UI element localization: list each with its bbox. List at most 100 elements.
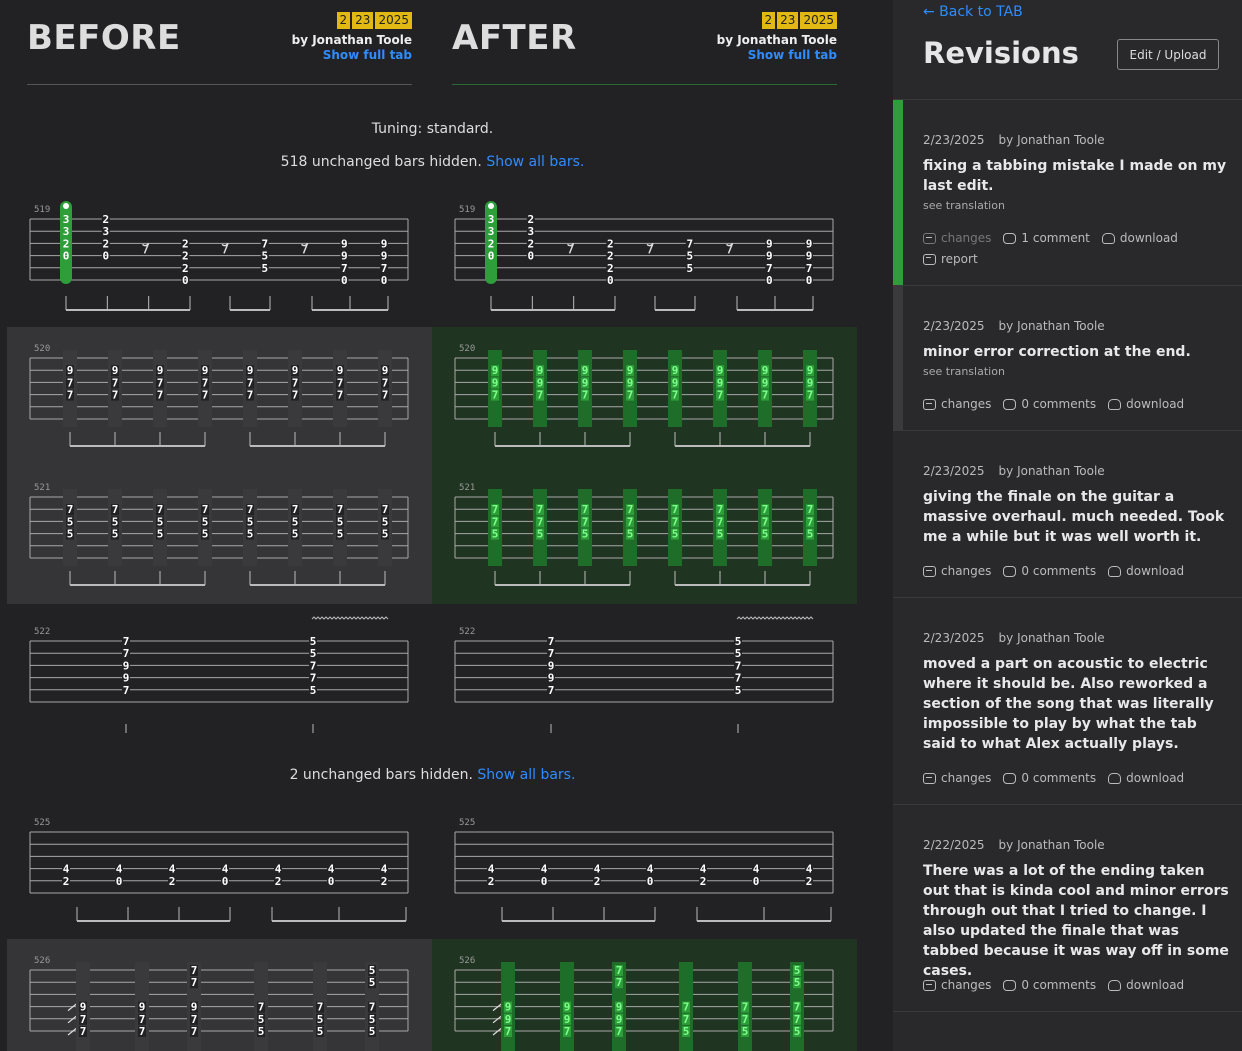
download-icon [1108,979,1122,991]
fret-number: 7 [492,515,499,528]
note-bg [682,1001,690,1013]
fret-number: 7 [807,389,814,402]
fret-number: 9 [67,364,74,377]
fret-number: 5 [683,1025,690,1038]
note-bg [168,863,176,875]
fret-number: 9 [381,250,388,263]
note-bg [547,660,555,672]
sidebar-divider [893,99,1242,100]
note-bg [316,1026,324,1037]
note-bg [62,226,70,238]
revision-description: moved a part on acoustic to electric whe… [923,656,1214,752]
comments-button[interactable]: 1 comment [1003,231,1090,245]
fret-number: 7 [582,389,589,402]
fret-number: 5 [735,647,742,660]
note-bg [581,528,589,540]
download-icon [1101,232,1115,244]
note-bg [336,389,344,401]
note-bg [536,365,544,377]
note-bg [805,863,813,875]
comments-button[interactable]: 0 comments [1003,564,1096,578]
show-all-bars-link[interactable]: Show all bars. [477,767,576,783]
revision-item[interactable]: 2/23/2025 by Jonathan Toole minor error c… [893,286,1242,431]
hidden-bars-text: 2 unchanged bars hidden. [289,767,473,783]
comments-button[interactable]: 0 comments [1003,397,1096,411]
fret-number: 7 [292,376,299,389]
note-bg [111,377,119,389]
fret-number: 5 [762,528,769,541]
fret-number: 2 [594,875,601,888]
changes-button[interactable]: changes [923,978,991,992]
note-bg [626,528,634,540]
fret-number: 2 [182,237,189,250]
note-bg [606,275,615,286]
download-button[interactable]: download [1108,397,1184,411]
vibrato-mark [311,616,389,620]
revision-item[interactable]: 2/23/2025 by Jonathan Toole moved a part … [893,598,1242,805]
back-to-tab-link[interactable]: ← Back to TAB [923,4,1023,20]
fret-number: 7 [742,1001,749,1014]
before-author: by Jonathan Toole [291,33,412,47]
note-bg [309,660,317,672]
comments-button[interactable]: 0 comments [1003,771,1096,785]
note-bg [626,377,634,389]
note-bg [368,965,376,976]
fret-number: 5 [202,528,209,541]
note-bg [291,504,299,516]
download-button[interactable]: download [1101,231,1178,245]
fret-number: 9 [766,237,773,250]
revision-item[interactable]: 2/23/2025 by Jonathan Toole fixing a tabb… [893,100,1242,286]
fret-number: 7 [537,503,544,516]
changes-button[interactable]: changes [923,397,991,411]
fret-number: 9 [806,237,813,250]
fret-number: 2 [607,250,614,263]
report-button[interactable]: report [923,252,978,266]
note-bg [62,238,70,250]
changes-icon [923,979,936,991]
note-bg [66,528,74,540]
note-bg [741,1013,749,1025]
revision-item[interactable]: 2/23/2025 by Jonathan Toole giving the fi… [893,431,1242,598]
note-bg [793,965,801,976]
note-bg [761,504,769,516]
download-button[interactable]: download [1108,564,1184,578]
download-button[interactable]: download [1108,771,1184,785]
fret-number: 7 [202,376,209,389]
note-bg [190,977,198,989]
download-button[interactable]: download [1108,978,1184,992]
date-month: 2 [761,12,776,29]
fret-number: 7 [735,659,742,672]
fret-number: 7 [112,376,119,389]
revision-meta: 2/23/2025 by Jonathan Toole [923,319,1105,333]
note-bg [62,863,70,875]
see-translation-link[interactable]: see translation [923,199,1005,212]
see-translation-link[interactable]: see translation [923,365,1005,378]
note-bg [487,875,495,887]
changes-button[interactable]: changes [923,231,991,245]
note-bg [138,1026,146,1037]
note-bg [66,389,74,401]
before-show-full-tab-link[interactable]: Show full tab [322,48,412,62]
revision-description: fixing a tabbing mistake I made on my la… [923,158,1227,194]
changes-button[interactable]: changes [923,771,991,785]
fret-number: 4 [169,863,176,876]
note-bg [122,648,130,660]
revision-item[interactable]: 2/22/2025 by Jonathan Toole There was a l… [893,805,1242,1012]
edit-upload-button[interactable]: Edit / Upload [1117,39,1219,70]
note-bg [327,875,335,887]
after-show-full-tab-link[interactable]: Show full tab [747,48,837,62]
note-bg [336,365,344,377]
changes-button[interactable]: changes [923,564,991,578]
fret-number: 7 [492,503,499,516]
download-icon [1108,772,1122,784]
fret-number: 7 [202,503,209,516]
fret-number: 9 [80,1001,87,1014]
fret-number: 7 [139,1013,146,1026]
show-all-bars-link[interactable]: Show all bars. [486,154,585,170]
revision-meta: 2/23/2025 by Jonathan Toole [923,464,1105,478]
note-bg [734,684,742,696]
marker-dot [488,203,494,209]
fret-number: 7 [686,237,693,250]
comments-button[interactable]: 0 comments [1003,978,1096,992]
fret-number: 9 [123,672,130,685]
